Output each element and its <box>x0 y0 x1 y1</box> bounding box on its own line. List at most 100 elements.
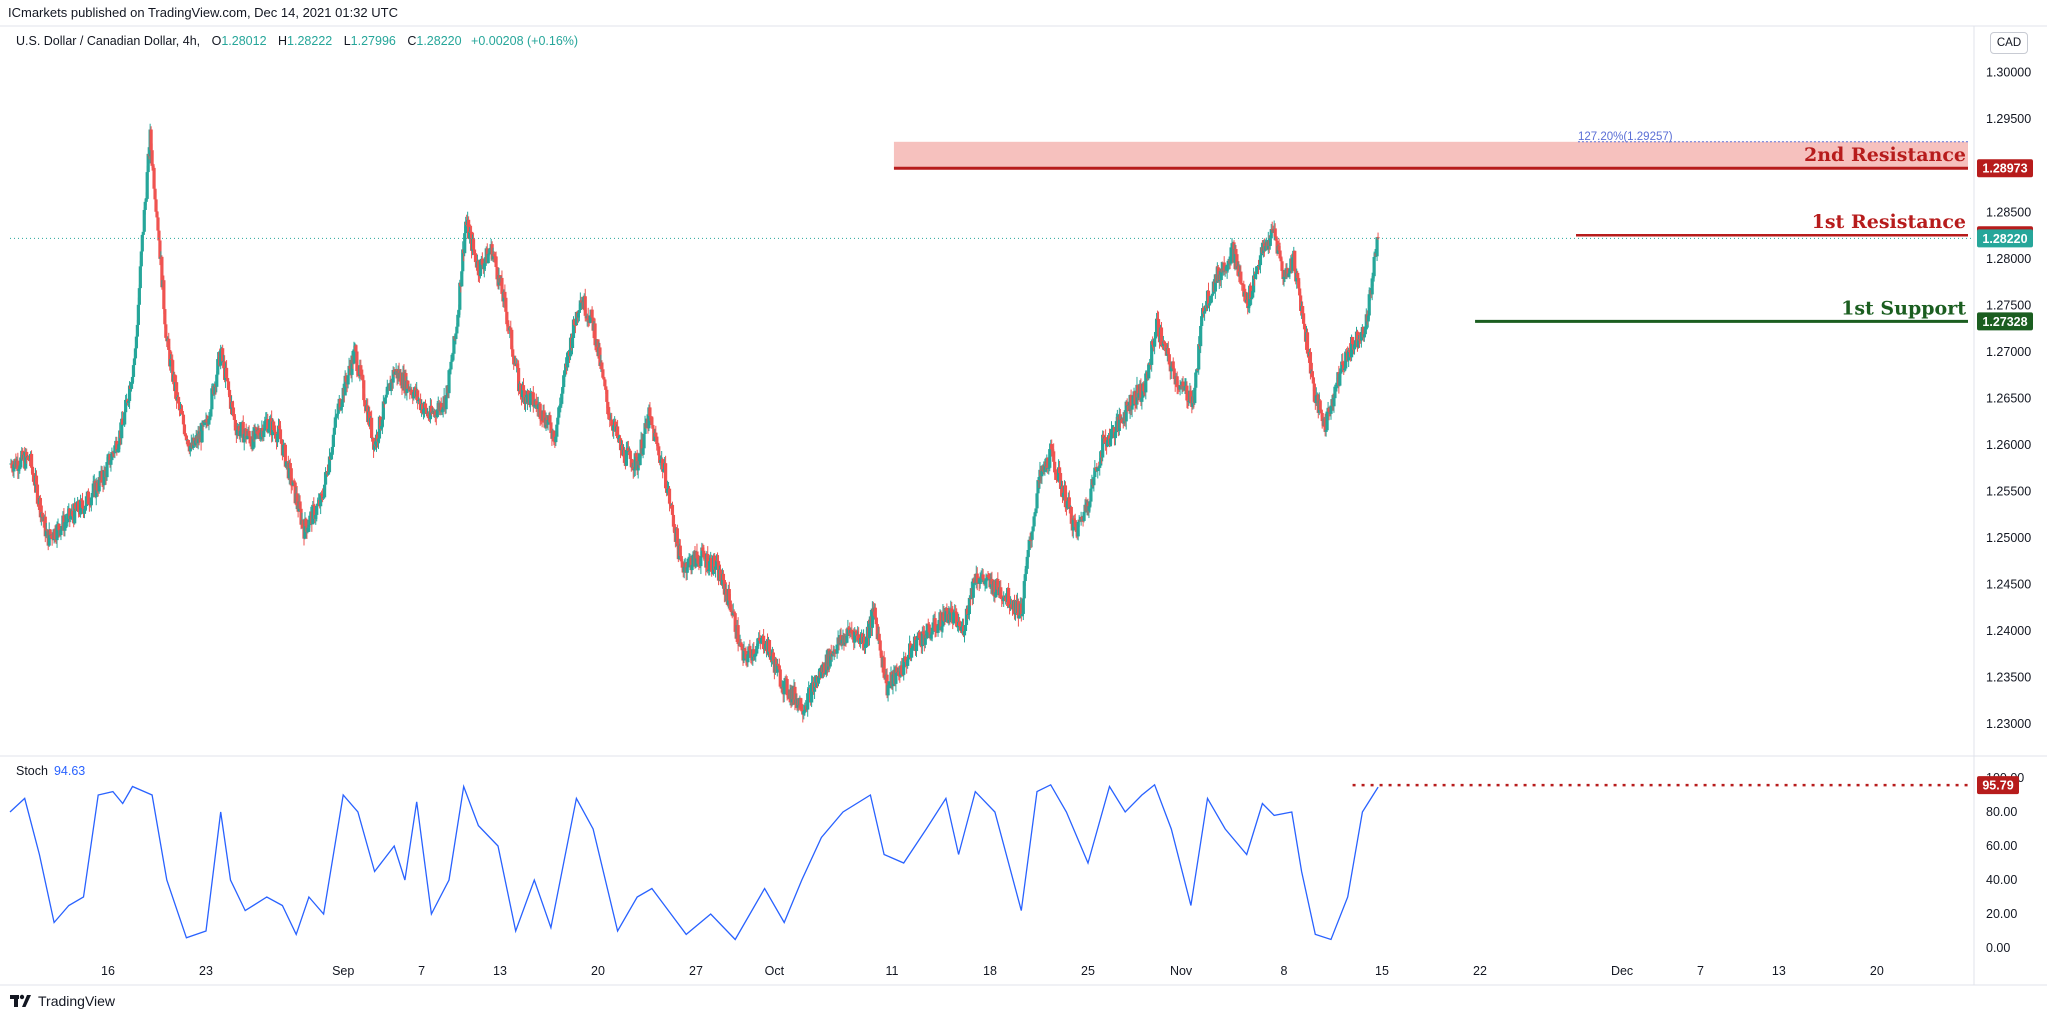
stoch-axis-label: 40.00 <box>1986 873 2017 887</box>
candle-body <box>440 409 444 413</box>
candle-body <box>242 433 246 443</box>
candle-body <box>307 525 311 528</box>
time-axis-label: 18 <box>983 964 997 978</box>
fib-label: 127.20%(1.29257) <box>1578 131 1673 143</box>
candle-body <box>862 636 867 648</box>
candle-body <box>1060 486 1065 498</box>
candle-body <box>714 560 719 567</box>
candle-body <box>157 230 161 241</box>
candle-body <box>134 336 139 349</box>
candle-body <box>930 631 934 635</box>
candle-body <box>626 447 630 451</box>
candle-body <box>1196 369 1200 371</box>
candle-body <box>355 351 359 372</box>
candle-body <box>225 378 230 382</box>
candle-body <box>1053 461 1057 473</box>
candle-body <box>775 664 779 673</box>
candle-body <box>154 199 158 212</box>
candle-body <box>952 612 956 624</box>
candle-body <box>695 551 699 559</box>
candle-body <box>444 396 448 410</box>
candle-body <box>200 422 204 443</box>
candle-body <box>1359 332 1363 341</box>
candle-body <box>167 338 171 351</box>
candle-body <box>624 450 629 466</box>
candle-body <box>1225 264 1229 271</box>
candle-body <box>1372 257 1376 277</box>
candle-body <box>1067 497 1071 509</box>
candle-body <box>921 631 925 634</box>
candle-body <box>521 385 526 391</box>
candle-body <box>1277 246 1281 251</box>
price-axis-label: 1.24000 <box>1986 624 2031 638</box>
tradingview-logo-icon <box>10 994 31 1007</box>
candle-body <box>651 425 655 429</box>
candle-body <box>352 349 356 364</box>
candle-body <box>129 382 134 389</box>
candle-body <box>131 365 136 377</box>
candle-body <box>483 259 487 264</box>
candle-body <box>1318 400 1322 411</box>
candle-body <box>1286 268 1290 277</box>
footer-brand[interactable]: TradingView <box>38 993 116 1009</box>
symbol-name[interactable]: U.S. Dollar / Canadian Dollar, 4h, <box>16 34 201 48</box>
candle-body <box>181 414 186 425</box>
candle-body <box>263 421 267 431</box>
price-axis-label: 1.23500 <box>1986 671 2031 685</box>
candle-body <box>1273 228 1277 237</box>
candle-body <box>793 686 797 704</box>
candle-body <box>1234 249 1238 255</box>
candle-body <box>1101 434 1105 458</box>
candle-body <box>372 444 377 450</box>
candle-body <box>386 385 390 387</box>
candle-body <box>306 527 310 533</box>
candle-body <box>1035 493 1039 509</box>
candle-body <box>1154 318 1159 332</box>
candle-body <box>106 457 110 463</box>
candle-body <box>670 504 675 515</box>
candle-body <box>244 428 248 440</box>
candle-body <box>972 578 976 584</box>
candle-body <box>359 365 363 375</box>
candle-body <box>1319 410 1323 413</box>
candle-body <box>754 653 758 655</box>
currency-badge[interactable]: CAD <box>1990 32 2028 54</box>
candle-body <box>336 403 340 414</box>
candle-body <box>322 484 327 498</box>
candle-body <box>978 578 982 585</box>
candle-body <box>1082 511 1086 521</box>
candle-body <box>742 648 746 661</box>
candle-body <box>560 393 564 404</box>
time-axis-label: 27 <box>689 964 703 978</box>
candle-body <box>510 329 514 350</box>
candle-body <box>417 400 421 402</box>
candle-body <box>891 674 895 687</box>
candle-body <box>338 398 342 410</box>
candle-body <box>749 650 753 658</box>
candle-body <box>441 407 445 410</box>
candle-body <box>728 600 732 611</box>
candle-body <box>579 300 583 303</box>
candle-body <box>879 650 883 656</box>
candle-body <box>758 637 762 641</box>
candle-body <box>216 359 220 375</box>
candle-body <box>1040 470 1044 477</box>
candle-body <box>299 508 303 525</box>
candle-body <box>316 503 320 506</box>
candle-body <box>1118 414 1122 420</box>
candle-body <box>303 518 307 539</box>
candle-body <box>472 249 477 254</box>
candle-body <box>224 367 229 379</box>
candle-body <box>478 259 482 277</box>
stoch-label[interactable]: Stoch <box>16 764 48 778</box>
candle-body <box>450 359 454 362</box>
candle-body <box>1250 297 1254 300</box>
candle-body <box>215 374 219 387</box>
candle-body <box>556 417 560 425</box>
candle-body <box>31 473 36 482</box>
candle-body <box>546 419 550 425</box>
candle-body <box>1065 501 1069 509</box>
candle-body <box>1222 262 1226 272</box>
stoch-axis-label: 60.00 <box>1986 839 2017 853</box>
